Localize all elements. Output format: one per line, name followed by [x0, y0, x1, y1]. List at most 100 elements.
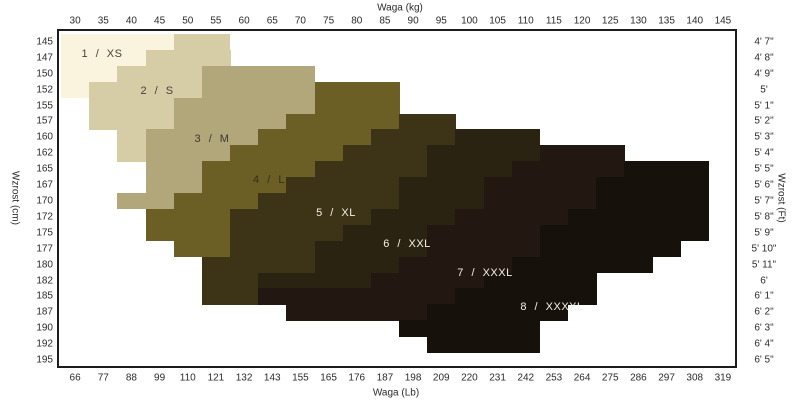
axis-tick-label: 75 — [323, 15, 335, 27]
axis-tick-label: 5' 8" — [754, 211, 774, 223]
axis-tick-label: 242 — [517, 372, 535, 384]
size-region-cell — [511, 161, 625, 178]
axis-tick-label: 5' 5" — [754, 163, 774, 175]
axis-tick-label: 6' 3" — [754, 322, 774, 334]
size-region-cell — [539, 224, 710, 242]
axis-tick-label: 195 — [36, 354, 53, 366]
axis-tick-label: 4' 9" — [754, 68, 774, 80]
size-region-cell — [230, 224, 344, 242]
size-region-cell — [314, 97, 400, 114]
axis-tick-label: 319 — [714, 372, 732, 384]
axis-tick-label: 5' — [760, 84, 768, 96]
size-region-cell — [173, 113, 287, 130]
size-region-cell — [201, 65, 315, 83]
size-region-cell — [370, 129, 456, 146]
axis-tick-label: 70 — [294, 15, 306, 27]
size-region-label-4: 4 / L — [253, 174, 285, 186]
size-region-cell — [117, 145, 146, 162]
plot-border — [57, 29, 737, 368]
size-region-cell — [89, 81, 203, 99]
axis-tick-label: 4' 7" — [754, 36, 774, 48]
axis-tick-label: 5' 2" — [754, 115, 774, 127]
size-region-cell — [61, 81, 90, 99]
axis-tick-label: 50 — [182, 15, 194, 27]
size-region-cell — [314, 81, 400, 99]
size-region-cell — [173, 34, 231, 51]
axis-tick-label: 60 — [238, 15, 250, 27]
axis-tick-label: 187 — [36, 306, 53, 318]
axis-tick-label: 5' 3" — [754, 131, 774, 143]
axis-tick-label: 5' 9" — [754, 227, 774, 239]
axis-tick-label: 88 — [125, 372, 137, 384]
axis-tick-label: 220 — [461, 372, 478, 384]
axis-tick-label: 187 — [376, 372, 394, 384]
size-region-cell — [145, 224, 231, 242]
axis-tick-label: 176 — [348, 372, 366, 384]
axis-tick-label: 35 — [97, 15, 109, 27]
axis-tick-label: 162 — [36, 147, 53, 159]
size-region-cell — [201, 161, 315, 178]
size-region-cell — [455, 288, 597, 305]
right-axis-title: Wzrost (Ft) — [775, 173, 787, 223]
axis-tick-label: 165 — [36, 163, 53, 175]
axis-tick-label: 150 — [36, 68, 53, 80]
axis-tick-label: 65 — [266, 15, 278, 27]
size-region-cell — [201, 272, 259, 289]
size-region-cell — [314, 240, 428, 258]
axis-tick-label: 115 — [545, 15, 562, 27]
size-region-cell — [61, 65, 118, 83]
size-region-cell — [117, 129, 146, 146]
axis-tick-label: 130 — [630, 15, 647, 27]
size-region-cell — [596, 177, 710, 194]
size-region-cell — [314, 256, 400, 274]
axis-tick-label: 5' 1" — [754, 100, 774, 112]
size-region-cell — [201, 177, 287, 194]
axis-tick-label: 157 — [36, 115, 53, 127]
size-region-cell — [399, 193, 484, 210]
size-region-cell — [483, 193, 597, 210]
axis-tick-label: 192 — [36, 338, 53, 350]
axis-tick-label: 120 — [573, 15, 591, 27]
top-axis-title: Waga (kg) — [377, 2, 423, 14]
axis-tick-label: 231 — [489, 372, 506, 384]
size-region-cell — [455, 129, 541, 146]
size-region-cell — [342, 145, 428, 162]
size-region-cell — [258, 193, 400, 210]
bottom-axis-title: Waga (Lb) — [372, 387, 420, 399]
size-region-cell — [399, 320, 541, 337]
axis-tick-label: 209 — [432, 372, 450, 384]
size-region-cell — [145, 208, 231, 226]
axis-tick-label: 182 — [36, 275, 53, 287]
axis-tick-label: 121 — [207, 372, 225, 384]
axis-tick-label: 5' 7" — [754, 195, 774, 207]
size-region-cell — [427, 145, 541, 162]
axis-tick-label: 6' 2" — [754, 306, 774, 318]
axis-tick-label: 152 — [36, 84, 53, 96]
size-region-cell — [427, 240, 541, 258]
axis-tick-label: 105 — [489, 15, 506, 27]
size-region-cell — [61, 49, 146, 67]
axis-tick-label: 135 — [658, 15, 675, 27]
axis-tick-label: 264 — [573, 372, 591, 384]
size-region-cell — [427, 304, 569, 321]
size-region-cell — [258, 272, 372, 289]
axis-tick-label: 6' 5" — [754, 354, 774, 366]
axis-tick-label: 198 — [404, 372, 422, 384]
size-region-cell — [596, 193, 710, 210]
size-region-label-5: 5 / XL — [316, 207, 356, 219]
axis-tick-label: 30 — [69, 15, 81, 27]
axis-tick-label: 140 — [686, 15, 704, 27]
axis-tick-label: 167 — [36, 179, 53, 191]
size-region-cell — [258, 129, 372, 146]
axis-tick-label: 5' 11" — [751, 259, 777, 271]
axis-tick-label: 85 — [379, 15, 391, 27]
size-region-cell — [230, 240, 315, 258]
axis-tick-label: 177 — [36, 243, 53, 255]
size-region-label-3: 3 / M — [194, 133, 230, 145]
size-region-cell — [427, 224, 541, 242]
size-region-label-1: 1 / XS — [81, 48, 123, 60]
axis-tick-label: 132 — [235, 372, 253, 384]
axis-tick-label: 80 — [351, 15, 363, 27]
size-region-cell — [89, 97, 175, 114]
size-region-cell — [145, 129, 259, 146]
